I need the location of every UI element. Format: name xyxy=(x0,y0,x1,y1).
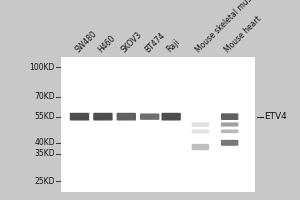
Text: 40KD: 40KD xyxy=(34,138,55,147)
FancyBboxPatch shape xyxy=(140,113,159,120)
Text: ETV4: ETV4 xyxy=(264,112,287,121)
FancyBboxPatch shape xyxy=(192,144,209,150)
FancyBboxPatch shape xyxy=(221,113,238,120)
FancyBboxPatch shape xyxy=(117,113,136,121)
Text: 70KD: 70KD xyxy=(34,92,55,101)
FancyBboxPatch shape xyxy=(192,122,209,127)
Text: SKOV3: SKOV3 xyxy=(120,30,144,54)
FancyBboxPatch shape xyxy=(192,129,209,133)
FancyBboxPatch shape xyxy=(221,122,238,127)
FancyBboxPatch shape xyxy=(161,113,181,121)
Text: Raji: Raji xyxy=(165,37,182,54)
Text: SW480: SW480 xyxy=(73,29,98,54)
FancyBboxPatch shape xyxy=(221,130,238,133)
FancyBboxPatch shape xyxy=(93,113,112,121)
Text: 35KD: 35KD xyxy=(34,149,55,158)
FancyBboxPatch shape xyxy=(70,113,89,121)
Text: 55KD: 55KD xyxy=(34,112,55,121)
Text: BT474: BT474 xyxy=(143,30,167,54)
Text: 25KD: 25KD xyxy=(34,177,55,186)
FancyBboxPatch shape xyxy=(221,140,238,146)
Text: 100KD: 100KD xyxy=(29,63,55,72)
Text: Mouse heart: Mouse heart xyxy=(223,14,263,54)
Text: H460: H460 xyxy=(97,33,117,54)
Bar xyxy=(60,56,255,192)
Text: Mouse skeletal muscle: Mouse skeletal muscle xyxy=(194,0,262,54)
